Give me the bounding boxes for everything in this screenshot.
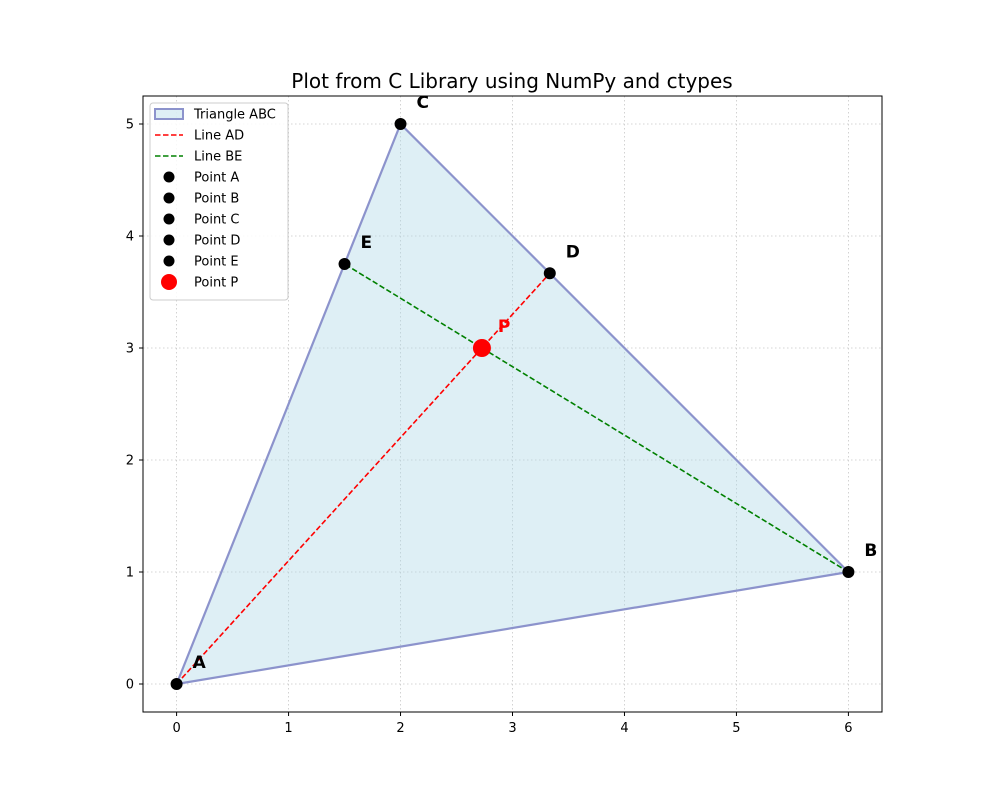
legend-label-point-p: Point P: [194, 276, 238, 291]
line-line-be: [344, 263, 849, 573]
x-tick-label: 2: [396, 721, 404, 736]
legend-label-line-ad: Line AD: [194, 129, 244, 144]
legend-box: [149, 102, 289, 301]
x-tick-label: 4: [620, 721, 628, 736]
legend-label-line-be: Line BE: [194, 150, 242, 165]
x-tick-label: 5: [732, 721, 740, 736]
point-d: [543, 267, 556, 280]
legend-label-point-a: Point A: [194, 171, 239, 186]
x-tick-label: 0: [172, 721, 180, 736]
point-label-b: B: [864, 541, 877, 561]
chart-title: Plot from C Library using NumPy and ctyp…: [291, 69, 732, 93]
x-tick-label: 6: [844, 721, 852, 736]
legend-swatch-point-c: [163, 213, 175, 225]
lines-layer: [175, 263, 849, 685]
point-label-a: A: [193, 653, 207, 673]
points-layer: [170, 118, 855, 690]
legend-swatch-point-a: [163, 171, 175, 183]
legend-label-point-b: Point B: [194, 192, 239, 207]
y-tick-label: 0: [126, 678, 134, 693]
point-labels: A B C D E P: [193, 93, 878, 673]
legend-label-point-e: Point E: [194, 255, 239, 270]
point-label-e: E: [361, 233, 373, 253]
legend-swatch-point-d: [163, 234, 175, 246]
y-tick-label: 2: [126, 454, 134, 469]
point-b: [842, 566, 855, 578]
point-a: [170, 678, 183, 690]
point-p: [472, 339, 491, 357]
point-label-c: C: [417, 93, 429, 113]
point-e: [338, 258, 351, 270]
line-line-ad: [175, 272, 551, 685]
legend-label-triangle-abc: Triangle ABC: [193, 108, 276, 123]
x-tick-label: 3: [508, 721, 516, 736]
legend-label-point-d: Point D: [194, 234, 240, 249]
legend-swatch-point-p: [161, 274, 177, 290]
legend-swatch-point-e: [163, 255, 175, 267]
legend-swatch-point-b: [163, 192, 175, 204]
axis-ticks: 0 1 2 3 4 5 6 0 1 2 3 4 5: [126, 118, 853, 737]
point-label-d: D: [566, 242, 580, 262]
legend-label-point-c: Point C: [194, 213, 240, 228]
legend-swatch-triangle-abc: [154, 108, 184, 120]
point-label-p: P: [498, 317, 510, 337]
legend: Triangle ABC Line AD Line BE Point A Point B…: [149, 102, 289, 301]
y-tick-label: 3: [126, 342, 134, 357]
point-c: [394, 118, 407, 130]
y-tick-label: 4: [126, 230, 134, 245]
y-tick-label: 1: [126, 566, 134, 581]
y-tick-label: 5: [126, 118, 134, 133]
x-tick-label: 1: [284, 721, 292, 736]
